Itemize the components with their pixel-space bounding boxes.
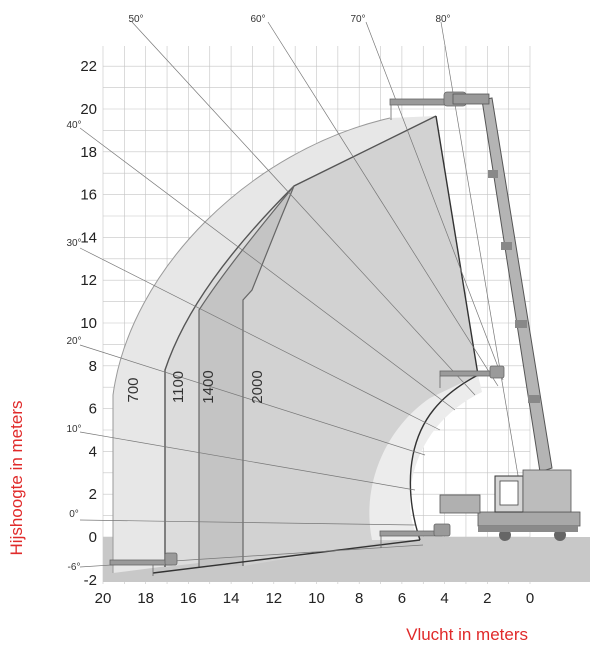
boundary-bottom (152, 539, 421, 574)
zone-inner-light (369, 375, 482, 540)
y-tick-label: 8 (89, 358, 97, 375)
x-tick-label: 16 (180, 590, 197, 607)
x-axis-title: Vlucht in meters (406, 625, 528, 644)
y-tick-label: 10 (80, 315, 97, 332)
angle-label: 30° (66, 238, 81, 249)
x-tick-label: 10 (308, 590, 325, 607)
angle-label: 20° (66, 336, 81, 347)
x-tick-label: 6 (398, 590, 406, 607)
y-tick-label: 2 (89, 486, 97, 503)
angle-label: 0° (69, 509, 79, 520)
boom-head-mid (439, 365, 505, 388)
boundary-2000 (242, 185, 295, 566)
boom-head-low (109, 552, 178, 576)
y-axis-title: Hijshoogte in meters (7, 401, 26, 556)
angle-label: 10° (66, 424, 81, 435)
boundary-700 (112, 117, 391, 573)
zone-1400 (199, 186, 294, 567)
y-tick-label: 6 (89, 401, 97, 418)
y-tick-label: 18 (80, 144, 97, 161)
x-tick-label: 14 (223, 590, 240, 607)
boom-head-ground (379, 523, 451, 548)
capacity-label: 1400 (200, 370, 217, 403)
boundary-right (435, 115, 479, 376)
machine-body (439, 469, 581, 541)
y-tick-label: 22 (80, 58, 97, 75)
angle-label: 70° (350, 14, 365, 25)
x-axis-ticks: 20 18 16 14 12 10 8 6 4 2 0 (95, 590, 535, 607)
x-tick-label: 2 (483, 590, 491, 607)
angle-labels: 80° 70° 60° 50° 40° 30° 20° 10° 0° -6° (66, 14, 450, 573)
angle-label: 60° (250, 14, 265, 25)
x-tick-label: 0 (526, 590, 534, 607)
zone-2000 (243, 116, 478, 566)
y-tick-label: 4 (89, 443, 97, 460)
y-tick-label: 14 (80, 229, 97, 246)
x-tick-label: 20 (95, 590, 112, 607)
boundary-inner (409, 374, 479, 541)
boundary-1100 (164, 115, 437, 567)
x-tick-label: 4 (440, 590, 448, 607)
capacity-label: 1100 (170, 371, 187, 403)
y-tick-label: 0 (89, 529, 97, 546)
y-tick-label: 20 (80, 101, 97, 118)
boundary-1400 (198, 185, 295, 567)
angle-rays (79, 21, 524, 568)
angle-label: 50° (128, 14, 143, 25)
x-tick-label: 8 (355, 590, 363, 607)
capacity-labels: 700 1100 1400 2000 (125, 370, 266, 403)
y-tick-label: -2 (84, 572, 97, 589)
telescopic-boom (452, 93, 553, 473)
x-tick-label: 18 (137, 590, 154, 607)
y-tick-label: 12 (80, 272, 97, 289)
angle-label: -6° (68, 562, 81, 573)
x-tick-label: 12 (265, 590, 282, 607)
angle-label: 80° (435, 14, 450, 25)
capacity-label: 700 (125, 377, 142, 402)
y-tick-label: 16 (80, 187, 97, 204)
capacity-label: 2000 (249, 370, 266, 403)
angle-label: 40° (66, 120, 81, 131)
